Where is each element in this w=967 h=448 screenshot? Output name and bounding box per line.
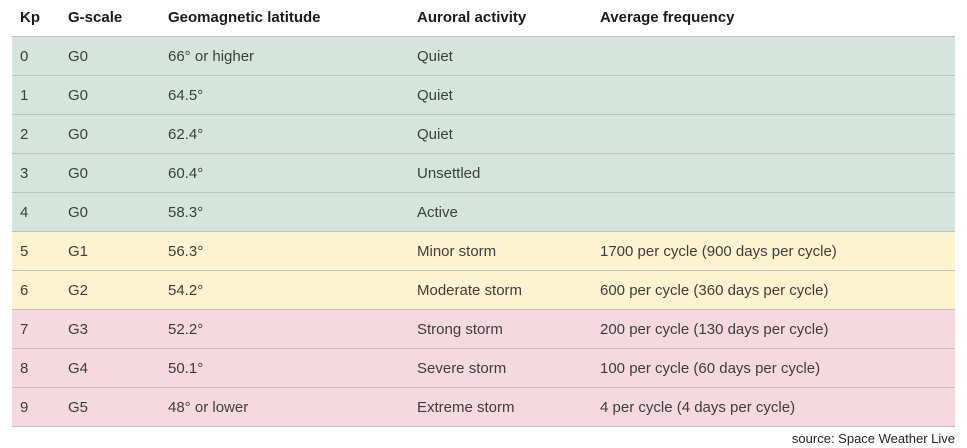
column-header-latitude: Geomagnetic latitude <box>168 9 321 26</box>
table-row-kp-0: 0 G0 66° or higher Quiet <box>12 36 955 76</box>
cell-kp: 0 <box>20 47 29 65</box>
cell-activity: Unsettled <box>417 164 481 182</box>
cell-kp: 4 <box>20 203 29 221</box>
cell-latitude: 52.2° <box>168 320 204 338</box>
cell-kp: 8 <box>20 359 29 377</box>
column-header-g-scale: G-scale <box>68 9 123 26</box>
cell-kp: 5 <box>20 242 29 260</box>
cell-latitude: 62.4° <box>168 125 204 143</box>
source-credit: source: Space Weather Live <box>791 431 955 446</box>
cell-activity: Minor storm <box>417 242 497 260</box>
cell-activity: Moderate storm <box>417 281 523 299</box>
cell-latitude: 64.5° <box>168 86 204 104</box>
cell-latitude: 60.4° <box>168 164 204 182</box>
column-header-frequency: Average frequency <box>600 9 735 26</box>
cell-g-scale: G0 <box>68 164 89 182</box>
table-row-kp-3: 3 G0 60.4° Unsettled <box>12 153 955 193</box>
kp-scale-table: Kp G-scale Geomagnetic latitude Auroral act… <box>12 0 955 427</box>
table-row-kp-7: 7 G3 52.2° Strong storm 200 per cycle (130 d… <box>12 309 955 349</box>
cell-latitude: 48° or lower <box>168 398 249 416</box>
cell-frequency: 4 per cycle (4 days per cycle) <box>600 398 796 416</box>
cell-activity: Quiet <box>417 86 453 104</box>
table-row-kp-8: 8 G4 50.1° Severe storm 100 per cycle (60 da… <box>12 348 955 388</box>
cell-frequency <box>592 37 955 76</box>
cell-g-scale: G3 <box>68 320 89 338</box>
cell-activity: Severe storm <box>417 359 507 377</box>
cell-latitude: 66° or higher <box>168 47 255 65</box>
cell-frequency <box>592 193 955 232</box>
cell-kp: 1 <box>20 86 29 104</box>
cell-frequency <box>592 154 955 193</box>
cell-frequency <box>592 115 955 154</box>
cell-kp: 6 <box>20 281 29 299</box>
cell-frequency: 200 per cycle (130 days per cycle) <box>600 320 829 338</box>
table-row-kp-2: 2 G0 62.4° Quiet <box>12 114 955 154</box>
table-header: Kp G-scale Geomagnetic latitude Auroral act… <box>12 0 955 37</box>
cell-g-scale: G0 <box>68 125 89 143</box>
cell-activity: Strong storm <box>417 320 503 338</box>
column-header-activity: Auroral activity <box>417 9 527 26</box>
cell-frequency: 100 per cycle (60 days per cycle) <box>600 359 821 377</box>
cell-kp: 3 <box>20 164 29 182</box>
cell-activity: Quiet <box>417 47 453 65</box>
cell-g-scale: G5 <box>68 398 89 416</box>
table-body: 0 G0 66° or higher Quiet 1 G0 64.5° Quiet 2 G0 62.… <box>12 36 955 427</box>
cell-g-scale: G0 <box>68 47 89 65</box>
table-header-row: Kp G-scale Geomagnetic latitude Auroral act… <box>12 0 955 37</box>
cell-g-scale: G1 <box>68 242 89 260</box>
table-row-kp-9: 9 G5 48° or lower Extreme storm 4 per cycle … <box>12 387 955 427</box>
cell-frequency: 1700 per cycle (900 days per cycle) <box>600 242 837 260</box>
cell-g-scale: G2 <box>68 281 89 299</box>
table-row-kp-6: 6 G2 54.2° Moderate storm 600 per cycle (360… <box>12 270 955 310</box>
cell-frequency <box>592 76 955 115</box>
cell-latitude: 50.1° <box>168 359 204 377</box>
cell-g-scale: G0 <box>68 203 89 221</box>
table-row-kp-1: 1 G0 64.5° Quiet <box>12 75 955 115</box>
cell-g-scale: G0 <box>68 86 89 104</box>
table-row-kp-5: 5 G1 56.3° Minor storm 1700 per cycle (900 d… <box>12 231 955 271</box>
cell-latitude: 58.3° <box>168 203 204 221</box>
cell-activity: Active <box>417 203 458 221</box>
cell-latitude: 54.2° <box>168 281 204 299</box>
cell-g-scale: G4 <box>68 359 89 377</box>
cell-activity: Quiet <box>417 125 453 143</box>
cell-latitude: 56.3° <box>168 242 204 260</box>
cell-kp: 2 <box>20 125 29 143</box>
cell-kp: 7 <box>20 320 29 338</box>
column-header-kp: Kp <box>20 9 40 26</box>
cell-activity: Extreme storm <box>417 398 515 416</box>
table-row-kp-4: 4 G0 58.3° Active <box>12 192 955 232</box>
cell-frequency: 600 per cycle (360 days per cycle) <box>600 281 829 299</box>
cell-kp: 9 <box>20 398 29 416</box>
